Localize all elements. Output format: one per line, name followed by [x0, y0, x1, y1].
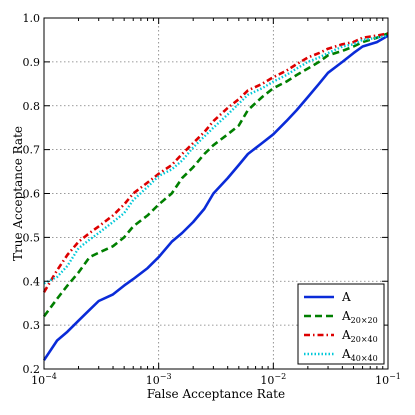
legend: A A20×20 A20×40 A40×40: [297, 283, 385, 365]
y-tick-label: 0.4: [23, 275, 41, 288]
series-line-1: [42, 34, 389, 361]
y-tick-label: 1.0: [23, 12, 41, 25]
legend-label-3: A20×40: [341, 328, 378, 344]
y-tick-label: 0.6: [23, 188, 41, 201]
y-axis-label: True Acceptance Rate: [11, 126, 25, 261]
x-tick-label: 10−1: [375, 372, 401, 387]
y-tick-label: 0.5: [23, 231, 41, 244]
series-line-3: [42, 32, 389, 293]
x-axis-label: False Acceptance Rate: [147, 387, 285, 401]
series-lines: [42, 32, 389, 361]
y-tick-label: 0.7: [23, 144, 41, 157]
series-line-2: [42, 32, 389, 318]
y-tick-label: 0.2: [23, 363, 41, 376]
y-tick-label: 0.8: [23, 100, 41, 113]
legend-label-1: A: [341, 290, 351, 304]
y-tick-labels: 0.2 0.3 0.4 0.5 0.6 0.7 0.8 0.9 1.0: [23, 12, 41, 376]
series-line-4: [43, 34, 389, 285]
legend-label-2: A20×20: [341, 309, 378, 325]
y-tick-label: 0.9: [23, 56, 41, 69]
grid: [44, 18, 388, 369]
x-tick-labels: 10−4 10−3 10−2 10−1: [31, 372, 401, 387]
x-tick-label: 10−3: [146, 372, 172, 387]
axis-ticks: [43, 17, 389, 370]
y-tick-label: 0.3: [23, 319, 41, 332]
legend-label-4: A40×40: [341, 347, 378, 363]
x-tick-label: 10−4: [31, 372, 57, 387]
x-tick-label: 10−2: [260, 372, 286, 387]
